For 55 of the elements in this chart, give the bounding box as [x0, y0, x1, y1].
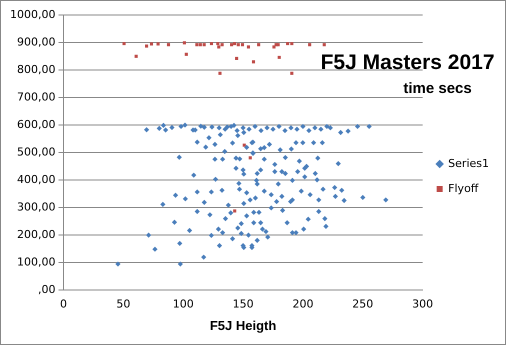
point	[218, 72, 222, 75]
point	[220, 43, 224, 46]
point	[240, 43, 244, 46]
y-tick-label: 400,00	[16, 172, 56, 186]
point	[145, 44, 148, 48]
point	[217, 45, 220, 48]
point	[166, 43, 170, 46]
x-axis-title: F5J Heigth	[210, 318, 276, 333]
point	[278, 56, 281, 59]
point	[246, 45, 250, 48]
point	[156, 42, 160, 46]
legend-label: Series1	[448, 156, 489, 170]
x-tick-label: 50	[116, 298, 130, 311]
point	[248, 156, 252, 160]
point	[290, 42, 294, 46]
text: time secs	[403, 80, 472, 98]
point	[202, 43, 206, 46]
point	[210, 42, 214, 46]
y-tick-label: 700,00	[16, 90, 56, 104]
x-tick-label: 200	[292, 298, 314, 311]
x-tick-label: 100	[172, 298, 194, 311]
point	[257, 43, 260, 46]
y-tick-label: 500,00	[16, 145, 56, 158]
point	[235, 56, 238, 60]
point	[286, 42, 290, 46]
point	[290, 72, 294, 75]
point	[198, 43, 202, 46]
point	[252, 60, 256, 64]
point	[322, 43, 326, 46]
x-tick-label: 150	[232, 298, 254, 311]
x-tick-label: 0	[60, 298, 67, 311]
x-tick-label: 250	[352, 298, 374, 311]
point	[216, 42, 220, 46]
y-tick-label: 200,00	[16, 228, 56, 242]
point	[122, 42, 126, 46]
y-tick-label: 100,00	[16, 256, 56, 269]
point	[233, 209, 236, 212]
point	[184, 52, 188, 56]
point	[150, 42, 154, 46]
y-tick-label: 1000,00	[10, 8, 56, 21]
y-tick-label: 900,00	[16, 35, 56, 48]
y-tick-label: 600,00	[16, 118, 56, 131]
point	[236, 43, 240, 46]
point	[195, 43, 198, 46]
y-tick-label: ,00	[38, 283, 56, 296]
x-tick-label: 300	[412, 298, 434, 311]
point	[230, 43, 234, 46]
point	[134, 54, 138, 58]
point	[308, 43, 312, 46]
point	[233, 42, 236, 46]
y-tick-label: 300,00	[16, 200, 56, 214]
legend-label: Flyoff	[448, 182, 479, 195]
text: F5J Masters 2017	[320, 50, 495, 74]
point	[182, 41, 186, 44]
y-tick-label: 800,00	[16, 62, 56, 76]
